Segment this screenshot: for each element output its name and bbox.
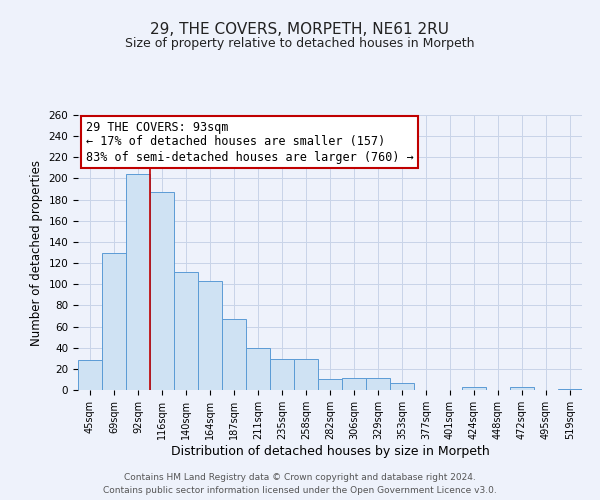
Bar bbox=[342, 378, 366, 390]
Bar bbox=[390, 382, 414, 390]
Bar bbox=[222, 319, 246, 390]
Bar bbox=[318, 380, 342, 390]
Bar bbox=[462, 387, 486, 390]
Bar bbox=[198, 281, 222, 390]
Text: 29 THE COVERS: 93sqm
← 17% of detached houses are smaller (157)
83% of semi-deta: 29 THE COVERS: 93sqm ← 17% of detached h… bbox=[86, 120, 413, 164]
Bar bbox=[366, 378, 390, 390]
Bar bbox=[294, 360, 318, 390]
Bar bbox=[510, 387, 534, 390]
Bar bbox=[150, 192, 174, 390]
Bar bbox=[270, 360, 294, 390]
Text: Contains public sector information licensed under the Open Government Licence v3: Contains public sector information licen… bbox=[103, 486, 497, 495]
X-axis label: Distribution of detached houses by size in Morpeth: Distribution of detached houses by size … bbox=[170, 444, 490, 458]
Bar bbox=[246, 348, 270, 390]
Bar bbox=[174, 272, 198, 390]
Bar bbox=[558, 389, 582, 390]
Bar bbox=[102, 252, 126, 390]
Text: Contains HM Land Registry data © Crown copyright and database right 2024.: Contains HM Land Registry data © Crown c… bbox=[124, 474, 476, 482]
Y-axis label: Number of detached properties: Number of detached properties bbox=[30, 160, 43, 346]
Bar bbox=[78, 360, 102, 390]
Text: 29, THE COVERS, MORPETH, NE61 2RU: 29, THE COVERS, MORPETH, NE61 2RU bbox=[151, 22, 449, 38]
Text: Size of property relative to detached houses in Morpeth: Size of property relative to detached ho… bbox=[125, 38, 475, 51]
Bar bbox=[126, 174, 150, 390]
